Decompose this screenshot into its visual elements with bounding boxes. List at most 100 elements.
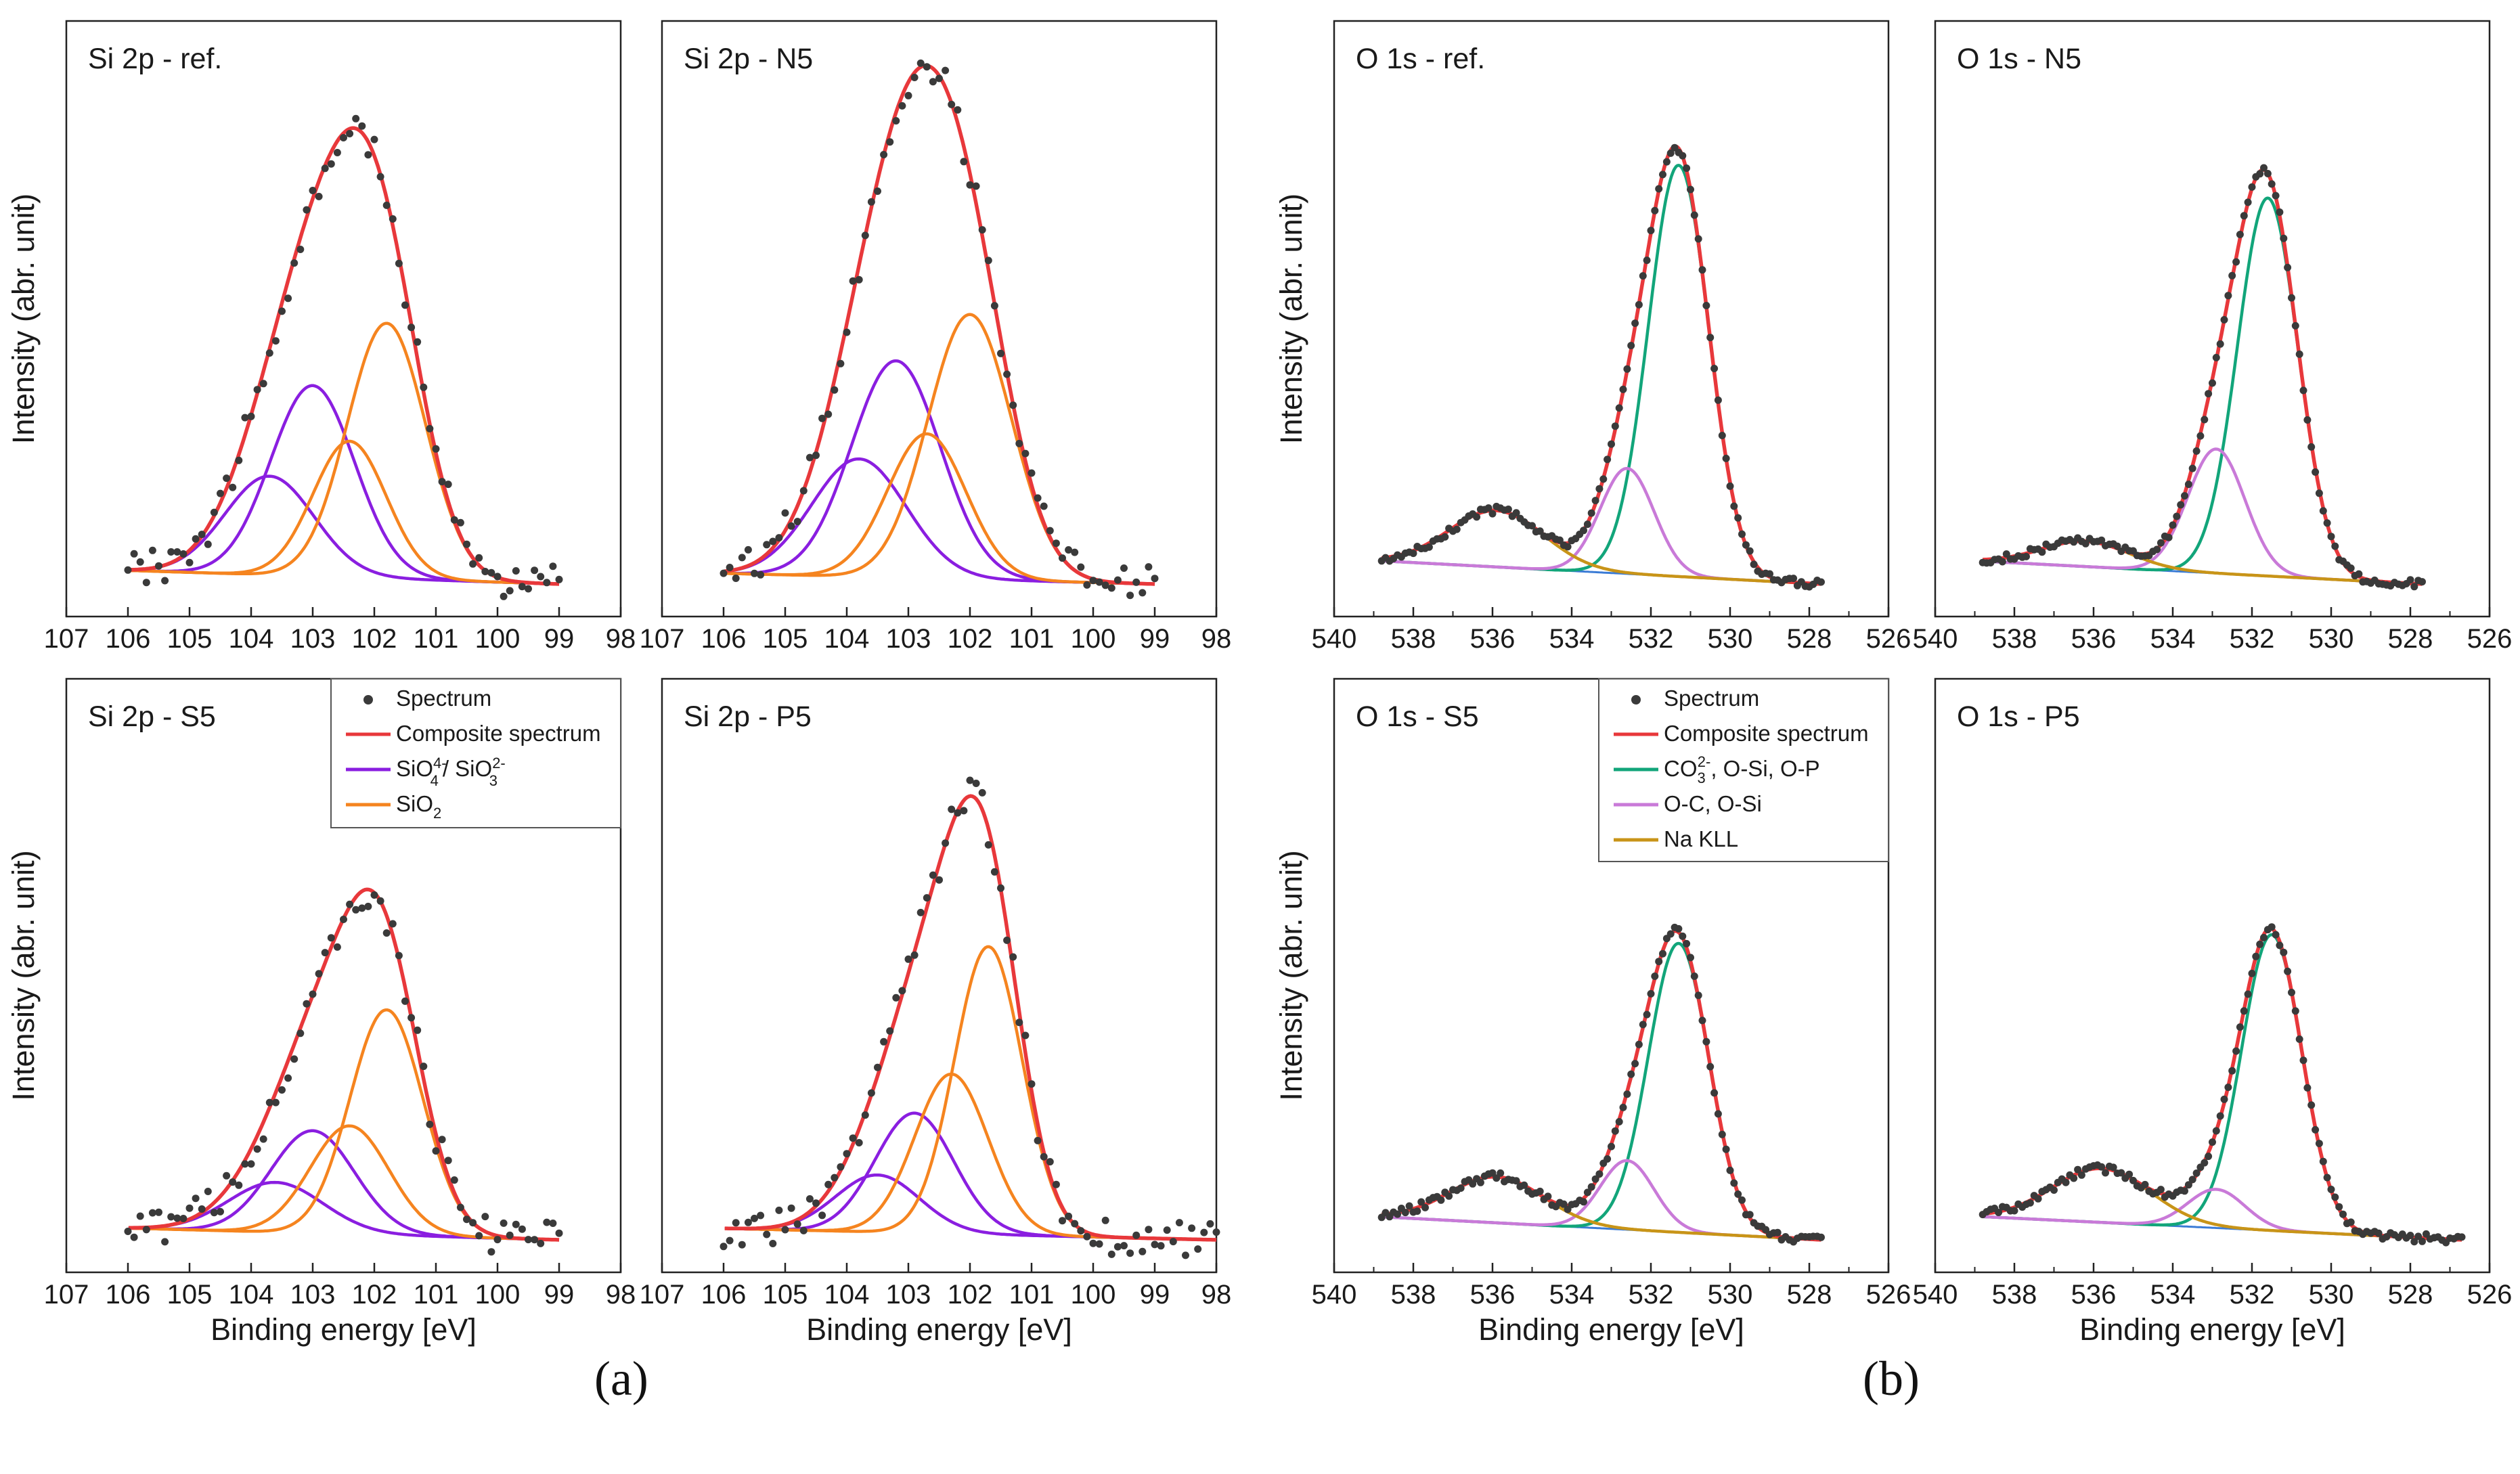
spectrum-point	[1120, 564, 1128, 572]
spectrum-point	[2248, 183, 2256, 191]
legend-composite-label: Composite spectrum	[396, 721, 601, 746]
spectrum-point	[284, 294, 292, 303]
spectrum-point	[843, 328, 851, 336]
spectrum-point	[1730, 502, 1738, 510]
spectrum-point	[775, 534, 783, 542]
spectrum-point	[217, 489, 224, 497]
spectrum-point	[1065, 546, 1073, 554]
series-composite	[1983, 168, 2423, 586]
spectrum-point	[1015, 439, 1023, 447]
spectrum-point	[278, 307, 286, 315]
spectrum-point	[2284, 967, 2292, 975]
spectrum-point	[787, 1204, 795, 1212]
spectrum-point	[1750, 560, 1758, 568]
spectrum-point	[2184, 481, 2192, 489]
x-tick-label: 526	[1866, 1280, 1911, 1310]
spectrum-point	[265, 1098, 273, 1107]
spectrum-point	[1769, 576, 1777, 584]
series-carbonate-1	[1983, 196, 2423, 586]
spectrum-point	[990, 868, 998, 876]
spectrum-point	[1643, 256, 1651, 265]
spectrum-point	[2102, 541, 2109, 550]
spectrum-point	[420, 383, 428, 391]
spectrum-point	[456, 518, 464, 527]
spectrum-point	[531, 1236, 539, 1244]
spectrum-point	[327, 934, 335, 942]
spectrum-point	[2244, 198, 2252, 206]
spectrum-point	[518, 583, 526, 591]
spectrum-point	[1777, 1236, 1786, 1244]
x-tick-label: 102	[352, 624, 397, 654]
spectrum-point	[1655, 958, 1663, 966]
spectrum-point	[265, 349, 273, 357]
spectrum-point	[2319, 507, 2327, 515]
spectrum-point	[1163, 1226, 1171, 1234]
spectrum-point	[475, 1232, 483, 1240]
x-tick-label: 100	[475, 1280, 521, 1310]
x-tick-label: 106	[701, 1280, 747, 1310]
spectrum-point	[382, 929, 391, 937]
x-tick-label: 107	[44, 624, 89, 654]
x-tick-label: 530	[1708, 624, 1753, 654]
spectrum-point	[1157, 1242, 1165, 1250]
spectrum-point	[2414, 577, 2423, 585]
plot-frame	[1333, 20, 1890, 618]
spectrum-point	[1639, 272, 1647, 280]
spectrum-point	[812, 1199, 820, 1207]
spectrum-point	[271, 337, 280, 345]
spectrum-point	[173, 548, 181, 556]
x-tick-label: 100	[1071, 624, 1116, 654]
plot-frame	[661, 20, 1218, 618]
spectrum-point	[2252, 952, 2260, 960]
series-composite	[128, 126, 560, 586]
spectrum-point	[1015, 1019, 1023, 1027]
spectrum-point	[1698, 1017, 1706, 1025]
spectrum-point	[984, 841, 992, 849]
spectrum-point	[2268, 180, 2276, 188]
spectrum-point	[954, 809, 962, 817]
spectrum-point	[2157, 539, 2165, 547]
spectrum-point	[389, 215, 397, 223]
spectrum-point	[2224, 292, 2232, 300]
spectrum-point	[2236, 231, 2244, 238]
spectrum-point	[1690, 211, 1698, 219]
panel-8: 540 538 536 534 532 530 528 526 O 1s - P5 Binding…	[1913, 677, 2512, 1347]
spectrum-point	[2299, 1056, 2307, 1065]
spectrum-point	[469, 1219, 477, 1227]
spectrum-point	[2054, 1178, 2062, 1186]
spectrum-point	[1679, 932, 1687, 940]
x-tick-label: 105	[167, 624, 213, 654]
spectrum-point	[781, 1226, 789, 1234]
spectrum-point	[916, 59, 925, 67]
series-sio2-1	[724, 313, 1155, 586]
spectrum-point	[2205, 1153, 2213, 1161]
spectrum-point	[463, 540, 470, 548]
spectrum-point	[1627, 342, 1635, 350]
spectrum-point	[456, 1203, 464, 1211]
spectrum-point	[1516, 1182, 1524, 1190]
spectrum-point	[1151, 575, 1159, 583]
spectrum-point	[898, 102, 906, 110]
spectrum-point	[763, 1230, 771, 1238]
spectrum-point	[781, 509, 789, 517]
spectrum-point	[831, 1174, 839, 1182]
x-tick-label: 106	[106, 1280, 151, 1310]
spectrum-point	[861, 1111, 869, 1119]
spectrum-point	[751, 569, 758, 577]
spectrum-point	[1169, 1238, 1177, 1246]
spectrum-point	[2209, 379, 2216, 387]
spectrum-point	[867, 1089, 875, 1097]
spectrum-point	[2133, 1182, 2141, 1190]
x-tick-label: 104	[824, 1280, 870, 1310]
legend-oc-label: O-C, O-Si	[1664, 791, 1762, 816]
spectrum-point	[198, 1205, 206, 1213]
spectrum-point	[309, 187, 317, 194]
spectrum-point	[2295, 350, 2303, 358]
spectrum-point	[364, 902, 372, 910]
spectrum-point	[395, 259, 403, 267]
spectrum-point	[2081, 1165, 2090, 1173]
spectrum-point	[1461, 1178, 1469, 1186]
spectrum-point	[161, 1238, 169, 1246]
spectrum-point	[2192, 1169, 2201, 1177]
spectrum-point	[370, 135, 378, 143]
